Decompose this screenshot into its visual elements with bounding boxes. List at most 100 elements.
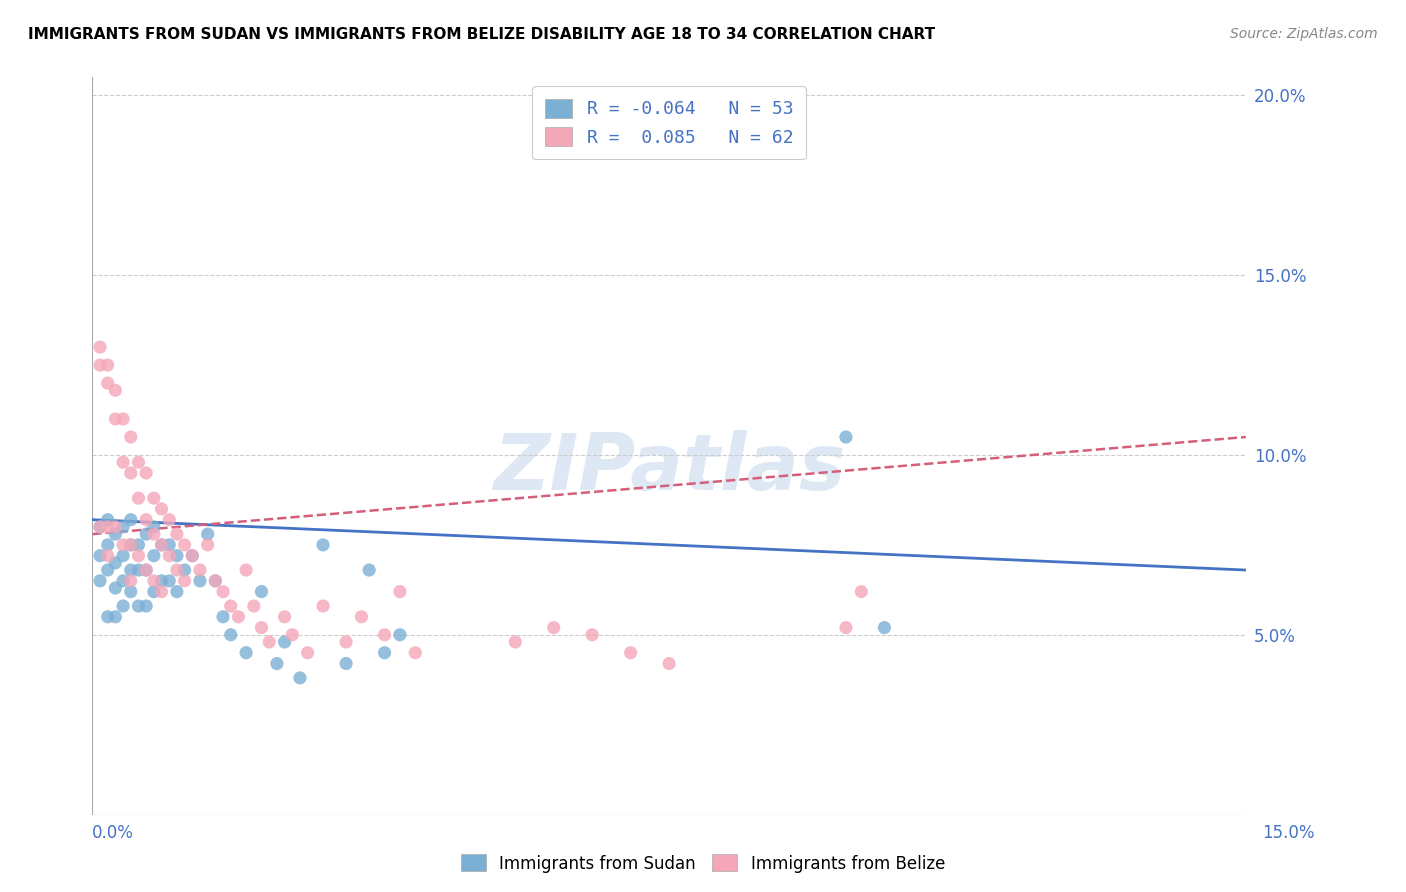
- Point: [127, 563, 149, 577]
- Point: [235, 563, 257, 577]
- Point: [127, 455, 149, 469]
- Point: [89, 340, 111, 354]
- Point: [135, 513, 157, 527]
- Point: [173, 574, 195, 588]
- Point: [658, 657, 681, 671]
- Point: [120, 513, 142, 527]
- Point: [135, 599, 157, 613]
- Point: [581, 628, 603, 642]
- Point: [112, 538, 135, 552]
- Text: ZIPatlas: ZIPatlas: [494, 430, 845, 506]
- Point: [127, 538, 149, 552]
- Point: [835, 430, 858, 444]
- Point: [97, 358, 120, 372]
- Point: [89, 574, 111, 588]
- Legend: Immigrants from Sudan, Immigrants from Belize: Immigrants from Sudan, Immigrants from B…: [454, 847, 952, 880]
- Text: 15.0%: 15.0%: [1263, 824, 1315, 842]
- Point: [204, 574, 226, 588]
- Point: [97, 376, 120, 390]
- Point: [173, 538, 195, 552]
- Text: Source: ZipAtlas.com: Source: ZipAtlas.com: [1230, 27, 1378, 41]
- Point: [97, 609, 120, 624]
- Point: [228, 609, 250, 624]
- Point: [851, 584, 873, 599]
- Point: [104, 527, 127, 541]
- Point: [135, 563, 157, 577]
- Point: [266, 657, 288, 671]
- Point: [873, 621, 896, 635]
- Point: [120, 430, 142, 444]
- Point: [288, 671, 311, 685]
- Point: [157, 574, 180, 588]
- Point: [89, 520, 111, 534]
- Point: [173, 563, 195, 577]
- Point: [335, 657, 357, 671]
- Point: [157, 513, 180, 527]
- Point: [335, 635, 357, 649]
- Point: [197, 538, 219, 552]
- Point: [120, 563, 142, 577]
- Point: [150, 502, 173, 516]
- Point: [120, 466, 142, 480]
- Point: [97, 563, 120, 577]
- Point: [166, 584, 188, 599]
- Point: [543, 621, 565, 635]
- Point: [281, 628, 304, 642]
- Point: [112, 549, 135, 563]
- Point: [104, 581, 127, 595]
- Point: [112, 412, 135, 426]
- Legend: R = -0.064   N = 53, R =  0.085   N = 62: R = -0.064 N = 53, R = 0.085 N = 62: [533, 87, 806, 160]
- Point: [166, 527, 188, 541]
- Point: [212, 584, 235, 599]
- Point: [312, 538, 335, 552]
- Point: [219, 628, 242, 642]
- Point: [374, 646, 396, 660]
- Point: [150, 538, 173, 552]
- Point: [243, 599, 266, 613]
- Point: [127, 599, 149, 613]
- Point: [620, 646, 643, 660]
- Point: [404, 646, 426, 660]
- Point: [250, 584, 273, 599]
- Point: [150, 574, 173, 588]
- Text: IMMIGRANTS FROM SUDAN VS IMMIGRANTS FROM BELIZE DISABILITY AGE 18 TO 34 CORRELAT: IMMIGRANTS FROM SUDAN VS IMMIGRANTS FROM…: [28, 27, 935, 42]
- Point: [127, 491, 149, 505]
- Point: [97, 513, 120, 527]
- Point: [503, 635, 526, 649]
- Point: [142, 574, 165, 588]
- Point: [112, 574, 135, 588]
- Point: [142, 584, 165, 599]
- Point: [120, 584, 142, 599]
- Point: [273, 609, 295, 624]
- Point: [120, 538, 142, 552]
- Point: [250, 621, 273, 635]
- Point: [359, 563, 381, 577]
- Point: [835, 621, 858, 635]
- Point: [97, 538, 120, 552]
- Point: [157, 549, 180, 563]
- Point: [142, 520, 165, 534]
- Point: [150, 584, 173, 599]
- Point: [273, 635, 295, 649]
- Point: [150, 538, 173, 552]
- Point: [197, 527, 219, 541]
- Point: [157, 538, 180, 552]
- Point: [166, 549, 188, 563]
- Point: [89, 358, 111, 372]
- Point: [104, 412, 127, 426]
- Point: [104, 556, 127, 570]
- Text: 0.0%: 0.0%: [91, 824, 134, 842]
- Point: [142, 549, 165, 563]
- Point: [89, 520, 111, 534]
- Point: [312, 599, 335, 613]
- Point: [257, 635, 280, 649]
- Point: [104, 384, 127, 398]
- Point: [104, 520, 127, 534]
- Point: [104, 609, 127, 624]
- Point: [388, 628, 411, 642]
- Point: [235, 646, 257, 660]
- Point: [112, 599, 135, 613]
- Point: [181, 549, 204, 563]
- Point: [112, 520, 135, 534]
- Point: [297, 646, 319, 660]
